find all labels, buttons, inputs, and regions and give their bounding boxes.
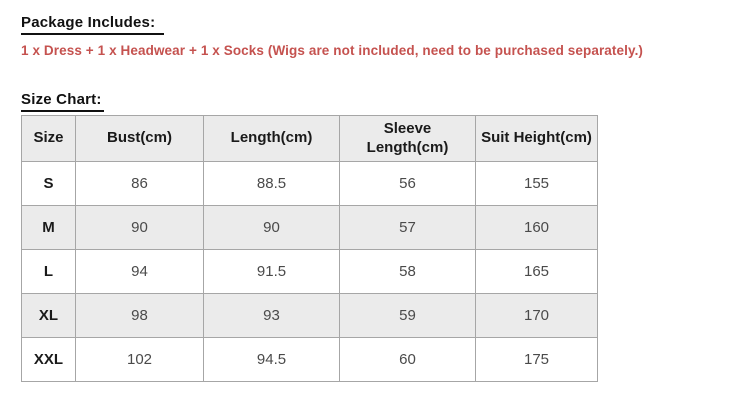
bust-cell: 102 [75, 337, 204, 382]
sleeve-cell: 59 [339, 293, 476, 338]
size-chart-heading: Size Chart: [21, 90, 104, 112]
size-chart-block: Size Chart: Size Bust(cm) Length(cm) Sle… [21, 90, 744, 382]
length-cell: 94.5 [203, 337, 340, 382]
bust-cell: 98 [75, 293, 204, 338]
package-includes-block: Package Includes: 1 x Dress + 1 x Headwe… [21, 7, 744, 59]
col-header-sleeve-length: Sleeve Length(cm) [339, 115, 476, 162]
bust-cell: 86 [75, 161, 204, 206]
table-row-m: M 90 90 57 160 [21, 205, 598, 250]
table-row-s: S 86 88.5 56 155 [21, 161, 598, 206]
col-header-suit-height: Suit Height(cm) [475, 115, 598, 162]
length-cell: 91.5 [203, 249, 340, 294]
package-contents-note: 1 x Dress + 1 x Headwear + 1 x Socks (Wi… [21, 43, 644, 58]
table-row-l: L 94 91.5 58 165 [21, 249, 598, 294]
package-includes-heading: Package Includes: [21, 13, 165, 35]
suit-height-cell: 160 [475, 205, 598, 250]
table-header-row: Size Bust(cm) Length(cm) Sleeve Length(c… [21, 115, 598, 162]
size-cell: S [21, 161, 76, 206]
col-header-length: Length(cm) [203, 115, 340, 162]
suit-height-cell: 170 [475, 293, 598, 338]
size-cell: XXL [21, 337, 76, 382]
col-header-size: Size [21, 115, 76, 162]
col-header-bust: Bust(cm) [75, 115, 204, 162]
suit-height-cell: 165 [475, 249, 598, 294]
product-description-section: Package Includes: 1 x Dress + 1 x Headwe… [21, 7, 744, 382]
sleeve-cell: 60 [339, 337, 476, 382]
length-cell: 88.5 [203, 161, 340, 206]
suit-height-cell: 155 [475, 161, 598, 206]
size-cell: L [21, 249, 76, 294]
size-cell: XL [21, 293, 76, 338]
sleeve-cell: 58 [339, 249, 476, 294]
size-cell: M [21, 205, 76, 250]
table-row-xl: XL 98 93 59 170 [21, 293, 598, 338]
length-cell: 93 [203, 293, 340, 338]
bust-cell: 94 [75, 249, 204, 294]
suit-height-cell: 175 [475, 337, 598, 382]
length-cell: 90 [203, 205, 340, 250]
bust-cell: 90 [75, 205, 204, 250]
size-chart-table: Size Bust(cm) Length(cm) Sleeve Length(c… [21, 115, 598, 382]
sleeve-cell: 57 [339, 205, 476, 250]
table-row-xxl: XXL 102 94.5 60 175 [21, 337, 598, 382]
sleeve-cell: 56 [339, 161, 476, 206]
